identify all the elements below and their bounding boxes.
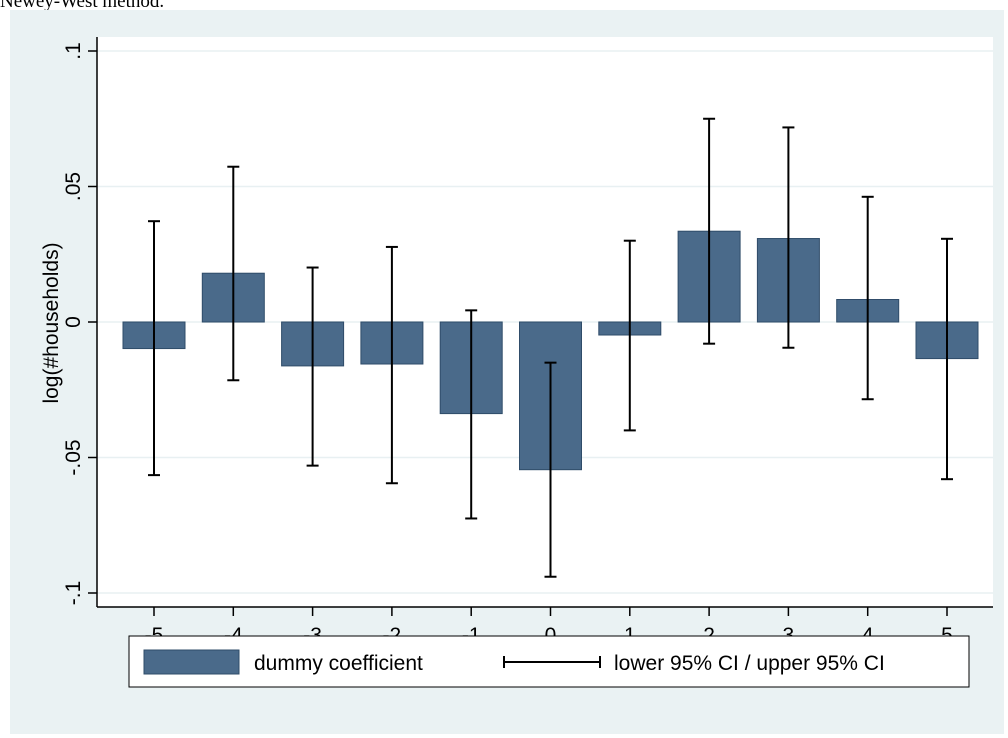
error-bar [623, 239, 636, 432]
error-bar [861, 195, 874, 401]
y-ticks: -.1 -.05 0 .05 .1 [62, 42, 97, 605]
legend-swatch-ci [503, 656, 601, 668]
y-tick-label: -.05 [62, 439, 85, 475]
y-tick-label: -.1 [62, 581, 85, 606]
legend-swatch-bar [143, 649, 240, 675]
error-bar [703, 117, 716, 345]
error-bars [148, 117, 953, 578]
y-tick-label: .05 [62, 172, 85, 201]
y-tick-label: 0 [62, 316, 85, 328]
y-axis-label: log(#households) [40, 242, 63, 403]
error-bar [306, 266, 319, 467]
error-bar [465, 309, 478, 520]
figure-caption: Newey-West method. [0, 0, 165, 12]
legend: dummy coefficient lower 95% CI / upper 9… [128, 635, 970, 688]
legend-label-coefficient: dummy coefficient [254, 652, 423, 675]
y-tick-label: .1 [62, 42, 85, 60]
error-bar [385, 245, 398, 485]
error-bar [148, 220, 160, 477]
error-bar [782, 126, 795, 349]
error-bar [227, 165, 240, 382]
error-bar [941, 237, 953, 481]
error-bar [544, 361, 557, 578]
legend-label-ci: lower 95% CI / upper 95% CI [614, 652, 885, 675]
